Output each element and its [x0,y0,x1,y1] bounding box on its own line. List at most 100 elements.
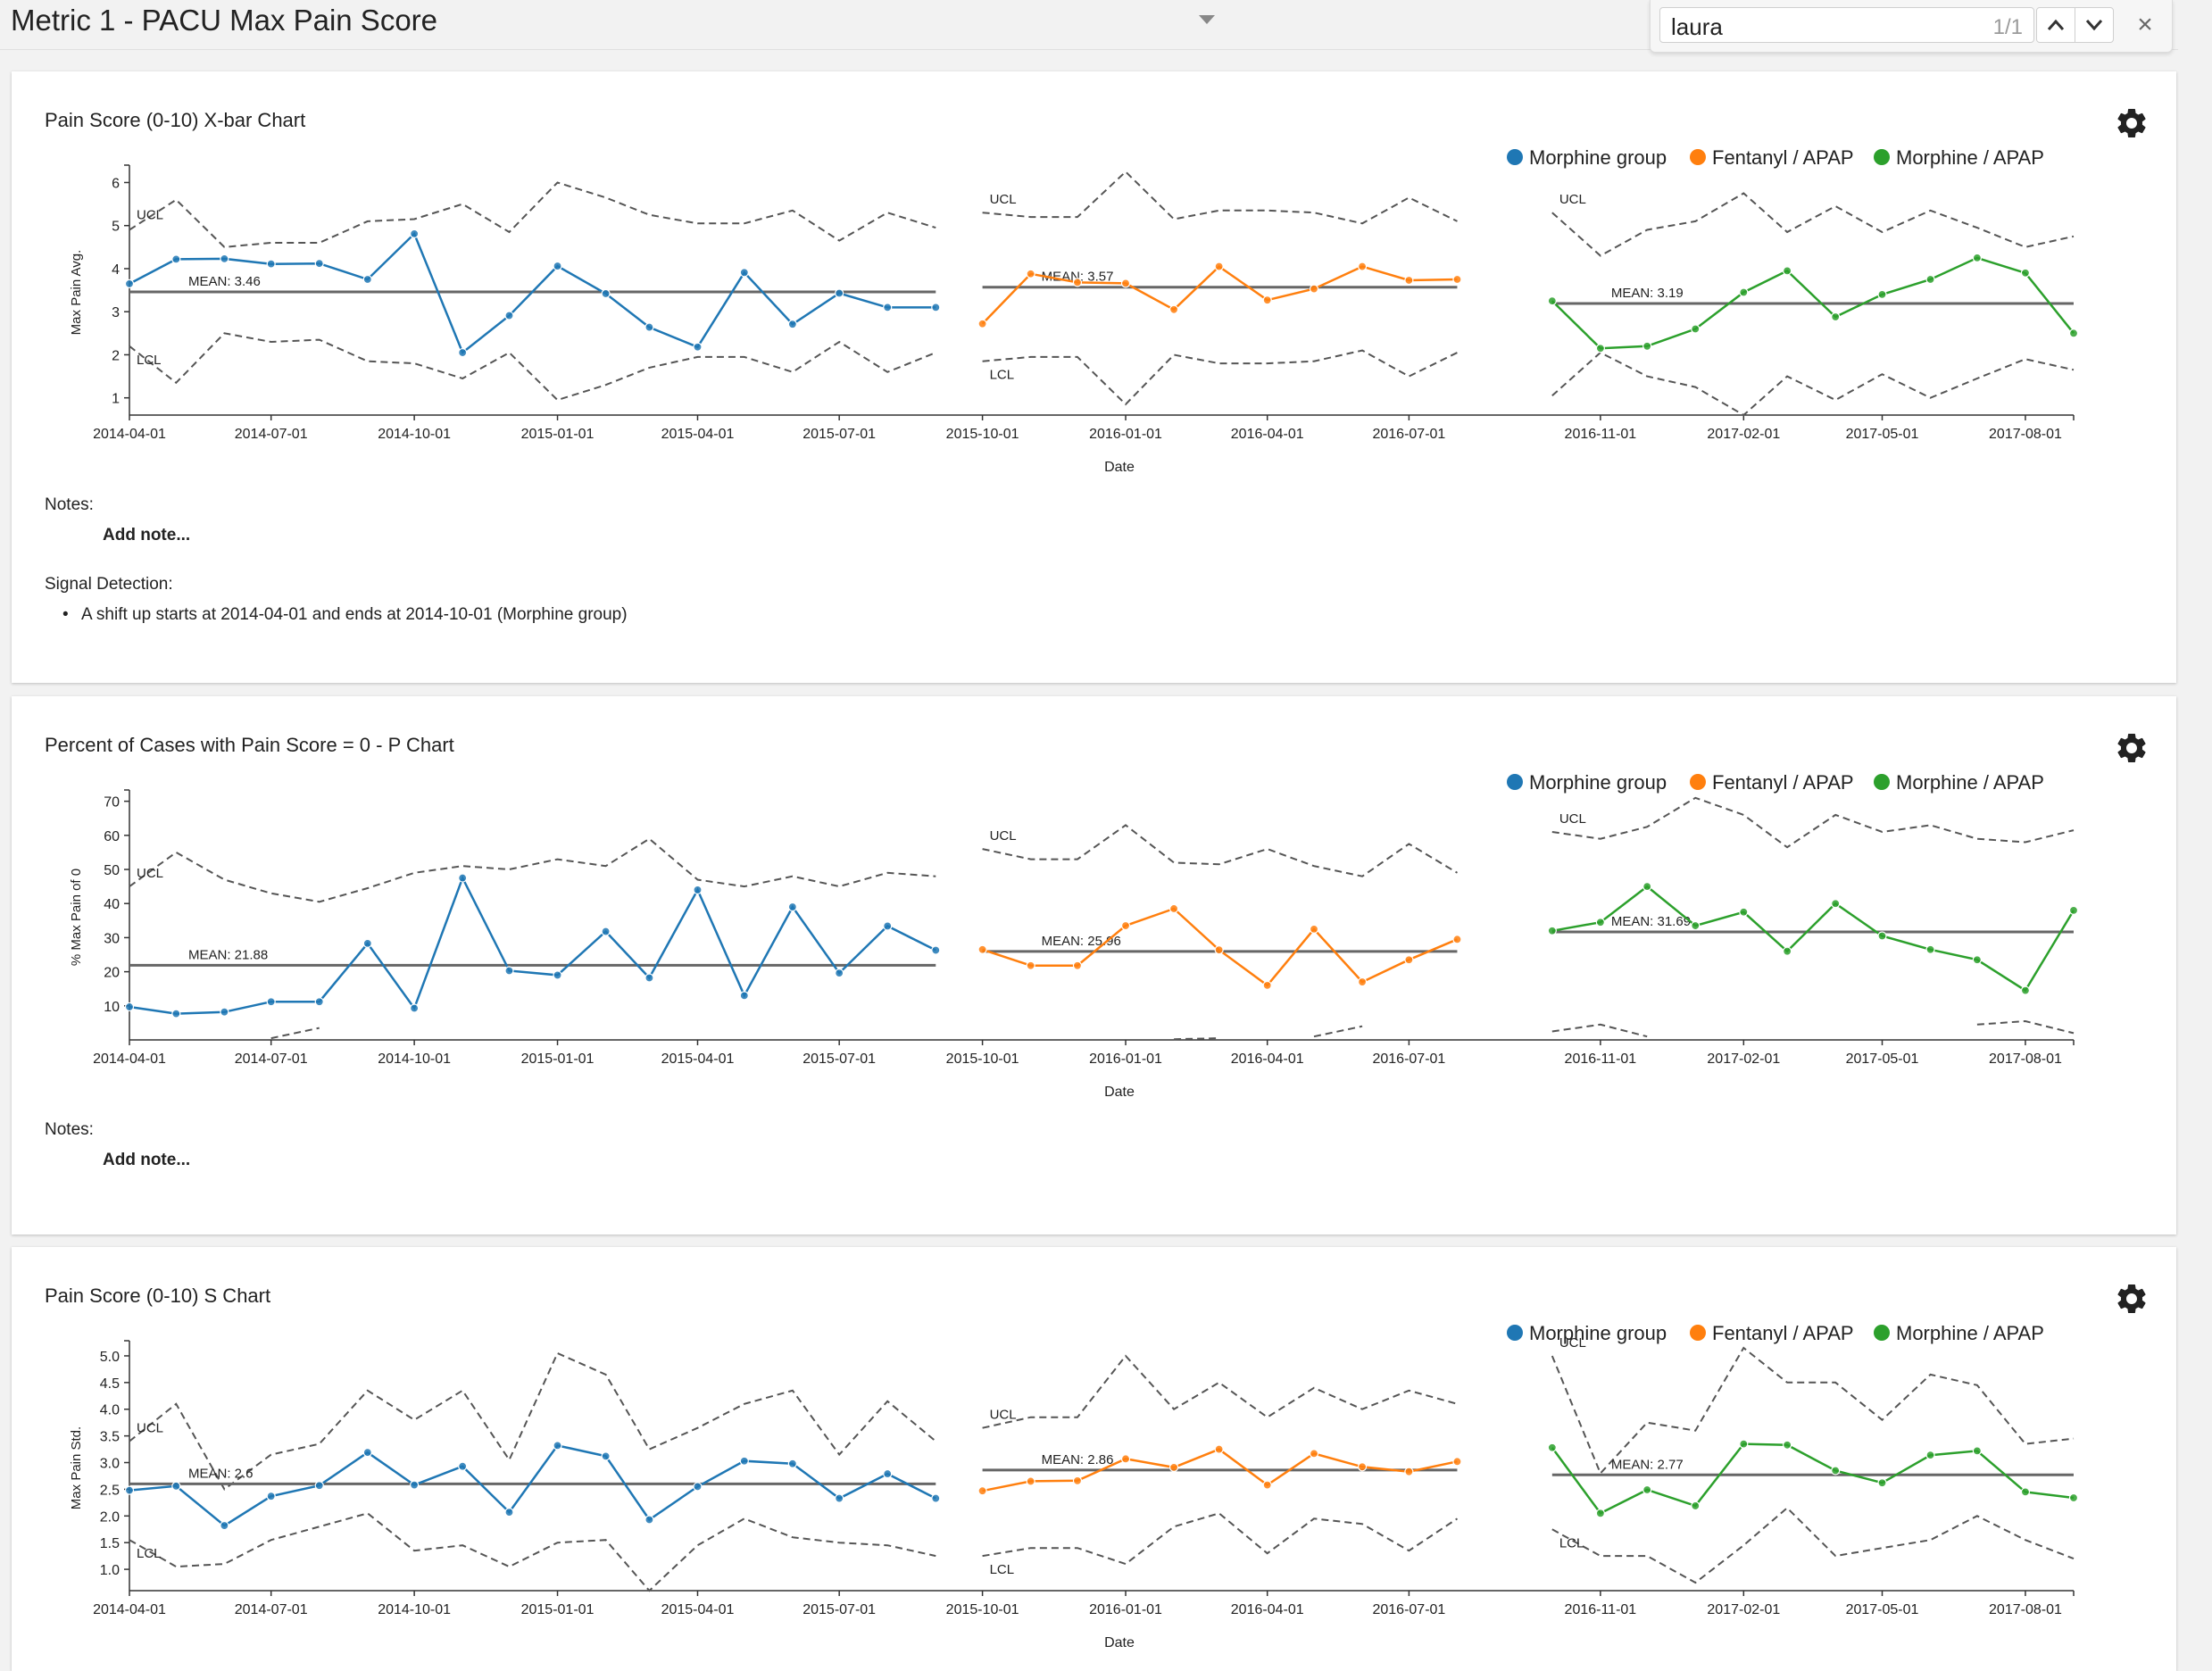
data-point [266,997,276,1007]
y-axis-label: % Max Pain of 0 [69,869,84,966]
ucl-label: UCL [1559,1335,1586,1351]
data-point [883,303,893,312]
ucl-label: UCL [137,1421,163,1436]
legend-marker [1874,149,1890,165]
legend-marker [1507,1325,1523,1341]
ucl-label: UCL [990,192,1017,207]
x-tick-label: 2017-05-01 [1846,1602,1919,1617]
ucl-label: UCL [1559,811,1586,827]
data-point [504,1508,514,1517]
data-point [458,347,468,358]
x-tick-label: 2015-10-01 [946,1602,1019,1617]
y-tick-label: 1 [112,392,120,407]
xbar-chart: 1 2 3 4 5 6 Max Pain Avg. 2014-04-01 2014-07-01 2… [69,146,2079,475]
x-tick-label: 2016-04-01 [1231,427,1304,442]
x-tick-label: 2015-04-01 [661,427,735,442]
x-tick-label: 2016-01-01 [1089,427,1162,442]
find-match-count: 1/1 [1992,15,2023,39]
data-point [124,1002,135,1012]
data-point [553,970,562,980]
data-point [1831,1466,1841,1476]
y-tick-label: 10 [104,1000,120,1015]
add-note-link[interactable]: Add note... [103,526,191,545]
data-point [2020,1487,2031,1497]
find-input[interactable]: laura 1/1 [1659,7,2034,43]
data-point [1877,1478,1887,1488]
data-point [1739,1439,1749,1449]
data-point [1783,266,1792,276]
x-tick-label: 2014-04-01 [93,427,166,442]
y-tick-label: 2 [112,348,120,363]
y-axis-label: Max Pain Avg. [69,250,84,336]
lcl-label: LCL [137,1546,162,1561]
gear-icon[interactable] [2114,1281,2150,1317]
find-previous-button[interactable] [2036,7,2075,43]
find-next-button[interactable] [2075,7,2114,43]
ucl-line [1551,796,2075,849]
data-point [1168,304,1179,314]
x-tick-label: 2016-07-01 [1372,1602,1445,1617]
x-tick-label: 2017-05-01 [1846,1052,1919,1067]
find-bar: laura 1/1 × [1650,0,2173,53]
y-tick-label: 30 [104,931,120,946]
lcl-label: LCL [990,1562,1015,1577]
data-point [410,1003,420,1013]
legend-label: Morphine group [1529,1322,1667,1344]
y-tick-label: 1.0 [100,1563,120,1578]
data-point [787,1459,797,1468]
chart-card-p: Percent of Cases with Pain Score = 0 - P… [12,696,2176,1235]
add-note-link[interactable]: Add note... [103,1151,191,1169]
x-tick-label: 2016-11-01 [1565,1052,1637,1067]
data-point [1072,960,1083,970]
data-point [931,303,941,312]
data-point [1739,907,1749,917]
y-tick-label: 70 [104,795,120,811]
y-axis-label: Max Pain Std. [69,1426,84,1509]
p-chart: 10 20 30 40 50 60 70 % Max Pain of 0 2014-04-01 2… [69,771,2079,1100]
mean-label: MEAN: 2.86 [1042,1452,1114,1467]
x-tick-label: 2016-11-01 [1565,427,1637,442]
series-line [129,231,936,355]
y-tick-label: 2.5 [100,1483,120,1498]
data-point [1595,918,1605,927]
lcl-line [982,349,1458,406]
data-point [739,991,749,1001]
data-point [1691,920,1701,931]
legend-label: Fentanyl / APAP [1712,1322,1854,1344]
mean-label: MEAN: 2.77 [1611,1457,1684,1472]
close-find-button[interactable]: × [2137,10,2153,39]
chart-card-xbar: Pain Score (0-10) X-bar Chart 1 2 3 4 5 6 Max … [12,71,2176,683]
mean-label: MEAN: 3.46 [188,274,261,289]
series-line [129,875,936,1015]
y-tick-label: 4.5 [100,1376,120,1392]
data-point [1214,945,1224,955]
x-axis-label: Date [1104,460,1135,475]
x-tick-label: 2015-07-01 [802,427,876,442]
chevron-down-icon[interactable] [1199,15,1215,24]
lcl-line [1174,1025,1363,1041]
data-point [171,1009,181,1018]
x-tick-label: 2014-07-01 [235,1052,308,1067]
x-tick-label: 2015-10-01 [946,1052,1019,1067]
x-tick-label: 2017-02-01 [1707,1602,1780,1617]
y-tick-label: 4 [112,262,120,278]
x-tick-label: 2017-02-01 [1707,1052,1780,1067]
data-point [1262,980,1272,990]
data-point [977,944,987,954]
x-tick-label: 2017-02-01 [1707,427,1780,442]
y-tick-label: 20 [104,966,120,981]
notes-label: Notes: [45,495,94,514]
x-tick-label: 2014-10-01 [378,1052,451,1067]
data-point [1972,955,1982,965]
y-tick-label: 3.0 [100,1457,120,1472]
data-point [220,1520,229,1531]
chart-title: Pain Score (0-10) S Chart [45,1284,271,1307]
lcl-label: LCL [1559,1535,1584,1550]
data-point [1783,946,1792,956]
gear-icon[interactable] [2114,730,2150,766]
ucl-label: UCL [137,207,163,222]
gear-icon[interactable] [2114,105,2150,141]
data-point [1120,278,1131,288]
legend-marker [1507,774,1523,790]
data-point [410,1480,420,1490]
